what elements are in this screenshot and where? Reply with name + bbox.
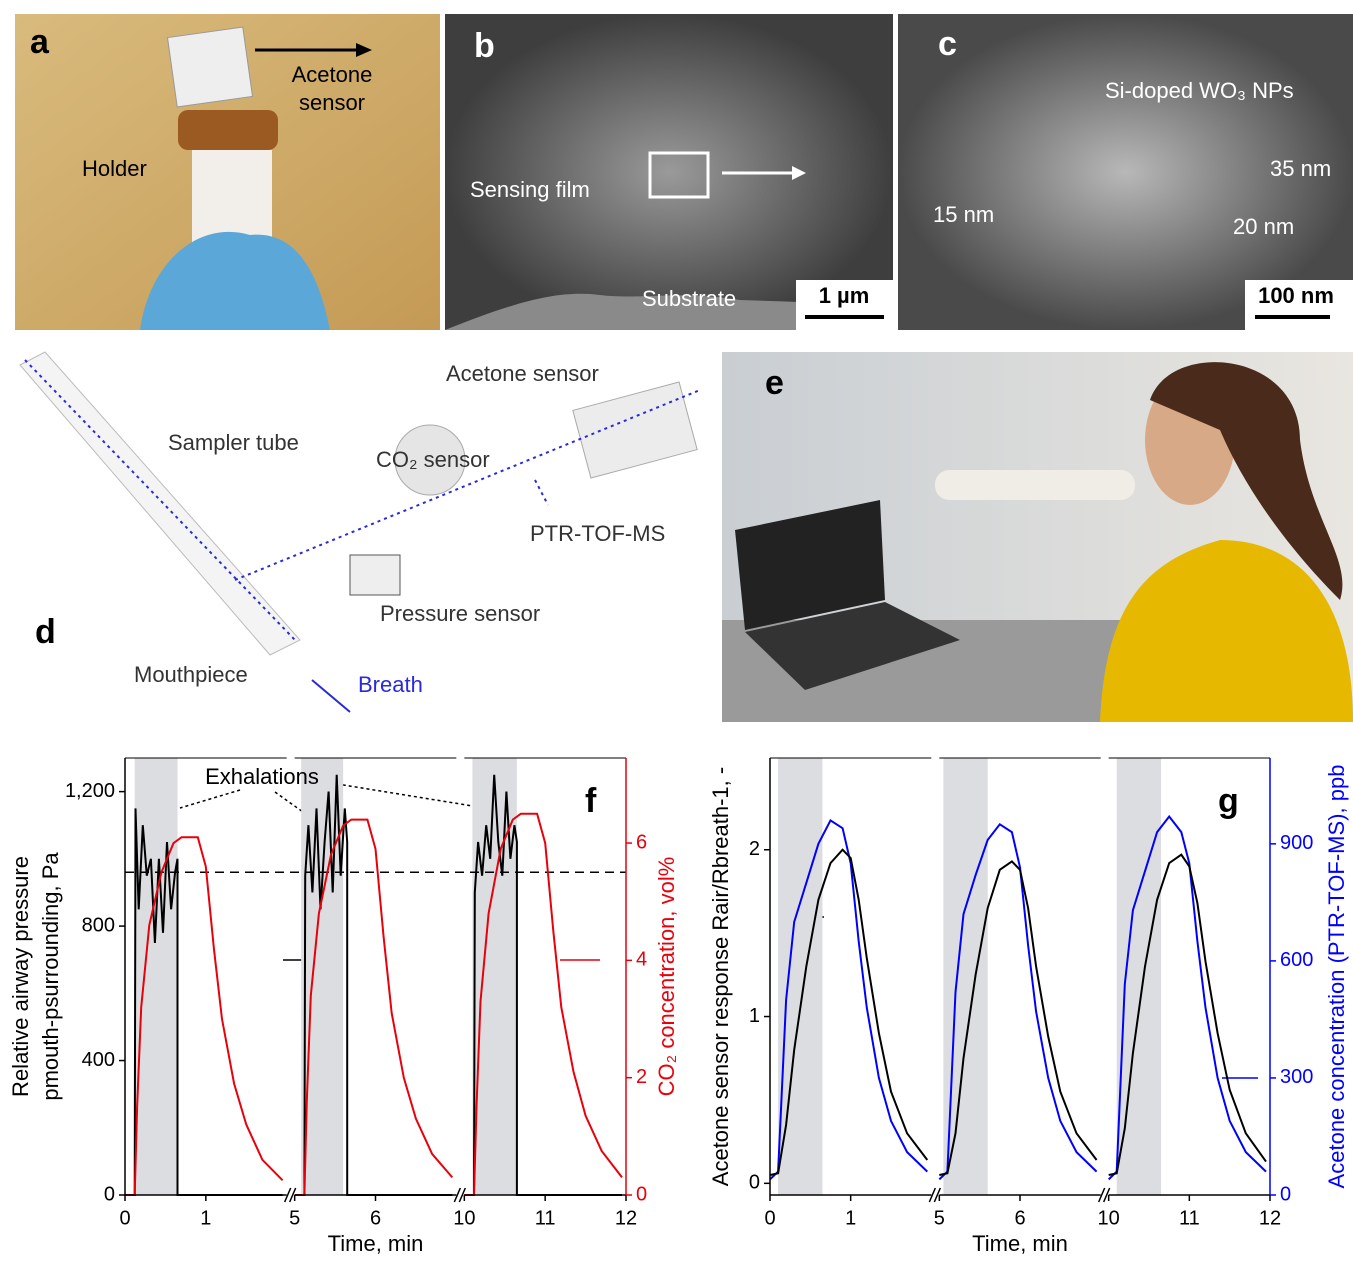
- y2-tick-label: 900: [1280, 832, 1313, 854]
- panel-e: e: [722, 352, 1353, 722]
- figure: a Acetone sensor Holder b Sensing film S…: [0, 0, 1353, 1263]
- holder-ring: [178, 110, 278, 150]
- annotation-arrow: [275, 792, 303, 812]
- device: [935, 470, 1135, 500]
- x-tick-label: 12: [615, 1207, 637, 1229]
- y-tick-label: 400: [82, 1049, 115, 1071]
- panel-label: b: [474, 27, 495, 65]
- y-tick-label: 2: [749, 838, 760, 860]
- annotation-arrow: [180, 790, 240, 808]
- annotation: Exhalations: [205, 764, 319, 789]
- x-tick-label: 6: [1014, 1207, 1025, 1229]
- panel-c: c Si-doped WO₃ NPs 15 nm 35 nm 20 nm 100…: [898, 14, 1353, 330]
- part-label: PTR-TOF-MS: [530, 521, 665, 546]
- acetone-sensor: [573, 382, 697, 478]
- part-label: CO₂ sensor: [376, 447, 490, 472]
- y-axis-title: pmouth-psurrounding, Pa: [38, 852, 63, 1101]
- breath-arrow: [312, 680, 350, 712]
- y2-tick-label: 2: [636, 1066, 647, 1088]
- y-tick-label: 1: [749, 1005, 760, 1027]
- x-tick-label: 5: [934, 1207, 945, 1229]
- y2-tick-label: 0: [636, 1183, 647, 1205]
- panel-label: g: [1218, 782, 1239, 820]
- annotation: Holder: [82, 156, 147, 181]
- panel-a: a Acetone sensor Holder: [15, 14, 440, 330]
- scale-label: 1 µm: [819, 283, 870, 308]
- x-tick-label: 11: [535, 1207, 556, 1229]
- exhalation-span: [135, 758, 178, 1195]
- x-tick-label: 5: [289, 1207, 300, 1229]
- annotation: 20 nm: [1233, 214, 1294, 239]
- y-tick-label: 800: [82, 914, 115, 936]
- x-tick-label: 11: [1179, 1207, 1200, 1229]
- part-label: Mouthpiece: [134, 662, 248, 687]
- y-axis-title: Acetone sensor response Rair/Rbreath-1, …: [708, 767, 733, 1186]
- annotation: 35 nm: [1270, 156, 1331, 181]
- exhalation-span: [301, 758, 343, 1195]
- part-label: Pressure sensor: [380, 601, 540, 626]
- y2-tick-label: 0: [1280, 1183, 1291, 1205]
- y2-tick-label: 600: [1280, 949, 1313, 971]
- panel-label: d: [35, 613, 56, 651]
- y2-tick-label: 300: [1280, 1066, 1313, 1088]
- x-tick-label: 1: [845, 1207, 856, 1229]
- y-tick-label: 1,200: [65, 780, 115, 802]
- y2-axis-title: Acetone concentration (PTR-TOF-MS), ppb: [1324, 765, 1349, 1189]
- x-tick-label: 0: [119, 1207, 130, 1229]
- exhalation-span: [1117, 758, 1161, 1195]
- x-tick-label: 1: [200, 1207, 211, 1229]
- annotation: Substrate: [642, 286, 736, 311]
- scale-label: 100 nm: [1258, 283, 1334, 308]
- sampler-tube: [20, 352, 300, 655]
- annotation: sensor: [299, 90, 365, 115]
- x-axis-title: Time, min: [972, 1231, 1068, 1256]
- sensor-chip: [167, 27, 252, 107]
- part-label: Sampler tube: [168, 430, 299, 455]
- annotation-arrow: [325, 782, 485, 808]
- x-tick-label: 12: [1259, 1207, 1281, 1229]
- x-axis-title: Time, min: [328, 1231, 424, 1256]
- flow-arrow: [535, 480, 548, 505]
- x-tick-label: 10: [453, 1207, 475, 1229]
- y-axis-title: Relative airway pressure: [8, 856, 33, 1097]
- y-tick-label: 0: [749, 1172, 760, 1194]
- y2-axis-title: CO₂ concentration, vol%: [654, 857, 679, 1097]
- annotation: 15 nm: [933, 202, 994, 227]
- panel-label: e: [765, 364, 784, 402]
- y2-tick-label: 4: [636, 949, 647, 971]
- x-tick-label: 10: [1098, 1207, 1120, 1229]
- part-label: Acetone sensor: [446, 361, 599, 386]
- panel-b: b Sensing film Substrate 1 µm: [445, 14, 893, 330]
- panel-label: f: [585, 782, 597, 820]
- y2-tick-label: 6: [636, 831, 647, 853]
- annotation: Sensing film: [470, 177, 590, 202]
- x-tick-label: 0: [764, 1207, 775, 1229]
- panel-label: a: [30, 23, 50, 61]
- annotation: Si-doped WO₃ NPs: [1105, 78, 1294, 103]
- panel-label: c: [938, 25, 957, 63]
- part-label: Breath: [358, 672, 423, 697]
- pressure-sensor: [350, 555, 400, 595]
- y-tick-label: 0: [104, 1183, 115, 1205]
- x-tick-label: 6: [370, 1207, 381, 1229]
- panel-d: d Acetone sensor Sampler tube CO₂ sensor…: [20, 352, 700, 712]
- annotation: Acetone: [292, 62, 373, 87]
